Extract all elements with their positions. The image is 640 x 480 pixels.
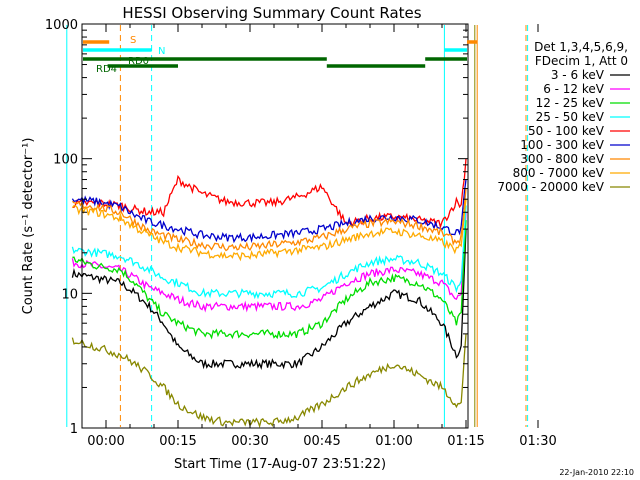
- y-axis-label: Count Rate (s⁻¹ detector⁻¹): [21, 138, 36, 315]
- flag-label: N: [158, 46, 165, 57]
- x-tick-label: 01:30: [519, 434, 556, 449]
- x-tick-label: 00:15: [159, 434, 196, 449]
- legend-entry-label: 25 - 50 keV: [536, 110, 605, 124]
- legend-entry-label: 12 - 25 keV: [536, 96, 605, 110]
- series-line: [71, 199, 467, 262]
- legend-entry-label: 50 - 100 keV: [528, 124, 605, 138]
- y-tick-label: 1000: [45, 18, 78, 33]
- y-axis: 1 10 100 1000: [45, 18, 468, 437]
- series-line: [72, 158, 467, 230]
- flag-label: RD4: [96, 64, 117, 75]
- x-tick-label: 01:15: [447, 434, 484, 449]
- series-line: [71, 188, 467, 252]
- y-tick-label: 10: [61, 287, 78, 302]
- plot-area: [66, 25, 529, 429]
- series-line: [71, 333, 467, 429]
- legend-entry-label: 3 - 6 keV: [551, 68, 605, 82]
- timestamp: 22-Jan-2010 22:10: [559, 468, 634, 477]
- legend-entry-label: 7000 - 20000 keV: [497, 180, 604, 194]
- plot-frame: [81, 23, 469, 429]
- flag-bars: S N RD0 RD4: [83, 35, 478, 75]
- series-line: [71, 205, 467, 300]
- legend-header: Det 1,3,4,5,6,9,: [534, 40, 628, 54]
- x-axis-label: Start Time (17-Aug-07 23:51:22): [174, 457, 386, 472]
- series-line: [71, 179, 467, 244]
- legend-header: FDecim 1, Att 0: [535, 54, 628, 68]
- x-tick-label: 01:00: [375, 434, 412, 449]
- legend: Det 1,3,4,5,6,9,FDecim 1, Att 03 - 6 keV…: [497, 40, 630, 194]
- flag-label: RD0: [128, 56, 149, 67]
- x-tick-label: 00:00: [87, 434, 124, 449]
- chart-title: HESSI Observing Summary Count Rates: [122, 4, 421, 22]
- series-line: [71, 212, 467, 313]
- series-line: [72, 220, 467, 340]
- series-line: [71, 229, 467, 371]
- legend-entry-label: 800 - 7000 keV: [513, 166, 605, 180]
- legend-entry-label: 6 - 12 keV: [543, 82, 605, 96]
- legend-entry-label: 100 - 300 keV: [520, 138, 604, 152]
- y-tick-label: 1: [70, 422, 78, 437]
- x-tick-label: 00:30: [231, 434, 268, 449]
- legend-entry-label: 300 - 800 keV: [520, 152, 604, 166]
- x-tick-label: 00:45: [303, 434, 340, 449]
- flag-label: S: [130, 35, 136, 46]
- y-tick-label: 100: [53, 153, 78, 168]
- x-axis: 00:00 00:15 00:30 00:45 01:00 01:15 01:30: [87, 24, 557, 449]
